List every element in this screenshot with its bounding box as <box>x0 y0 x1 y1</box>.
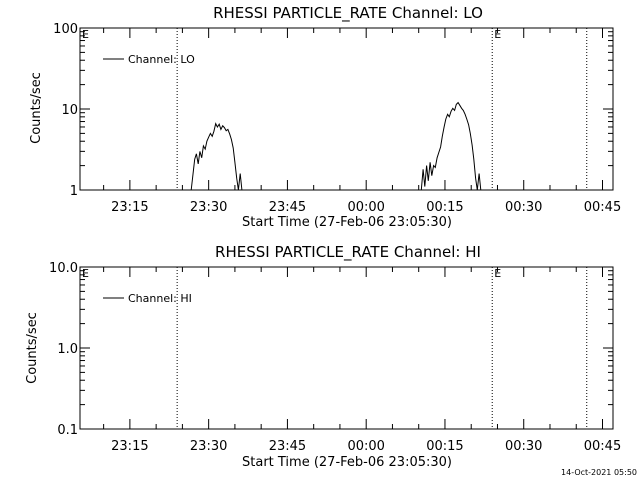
marker-label: E <box>494 28 501 41</box>
y-axis-label: Counts/sec <box>29 72 44 144</box>
y-axis: 1 10 100 <box>53 22 613 199</box>
series-line <box>420 101 483 191</box>
series-line <box>190 122 243 191</box>
legend-label: Channel: LO <box>128 53 195 66</box>
y-tick-label: 100 <box>53 22 78 37</box>
x-tick-label: 00:30 <box>505 439 542 454</box>
footer-timestamp: 14-Oct-2021 05:50 <box>561 468 637 477</box>
marker-label: E <box>82 267 89 280</box>
panel-hi: RHESSI PARTICLE_RATE Channel: HI Counts/… <box>25 243 621 470</box>
x-tick-label: 23:45 <box>269 200 306 215</box>
x-tick-label: 00:15 <box>426 439 463 454</box>
x-tick-label: 00:30 <box>505 200 542 215</box>
y-tick-label: 10.0 <box>49 261 78 276</box>
x-tick-label: 23:30 <box>190 200 227 215</box>
legend: Channel: LO <box>103 53 195 66</box>
y-tick-label: 10 <box>61 103 78 118</box>
y-tick-label: 0.1 <box>57 423 78 438</box>
x-tick-label: 00:00 <box>347 439 384 454</box>
legend-label: Channel: HI <box>128 292 192 305</box>
x-axis: 23:15 23:30 23:45 00:00 00:15 00:30 00:45 <box>103 28 621 215</box>
marker-label: E <box>494 267 501 280</box>
x-tick-label: 00:45 <box>584 200 621 215</box>
y-tick-label: 1 <box>70 184 78 199</box>
x-tick-label: 00:15 <box>426 200 463 215</box>
x-tick-label: 23:15 <box>111 439 148 454</box>
chart-title: RHESSI PARTICLE_RATE Channel: LO <box>213 4 483 23</box>
x-tick-label: 23:30 <box>190 439 227 454</box>
x-tick-label: 00:45 <box>584 439 621 454</box>
marker-label: E <box>82 28 89 41</box>
x-axis-label: Start Time (27-Feb-06 23:05:30) <box>242 455 452 470</box>
x-tick-label: 23:15 <box>111 200 148 215</box>
panel-lo: RHESSI PARTICLE_RATE Channel: LO Counts/… <box>29 4 621 230</box>
series <box>190 101 483 191</box>
x-axis-label: Start Time (27-Feb-06 23:05:30) <box>242 215 452 230</box>
x-tick-label: 23:45 <box>269 439 306 454</box>
legend: Channel: HI <box>103 292 192 305</box>
y-tick-label: 1.0 <box>57 342 78 357</box>
x-tick-label: 00:00 <box>347 200 384 215</box>
y-axis: 0.1 1.0 10.0 <box>49 261 613 438</box>
y-axis-label: Counts/sec <box>25 312 40 384</box>
x-axis: 23:15 23:30 23:45 00:00 00:15 00:30 00:45 <box>103 267 621 454</box>
chart-title: RHESSI PARTICLE_RATE Channel: HI <box>215 243 481 262</box>
